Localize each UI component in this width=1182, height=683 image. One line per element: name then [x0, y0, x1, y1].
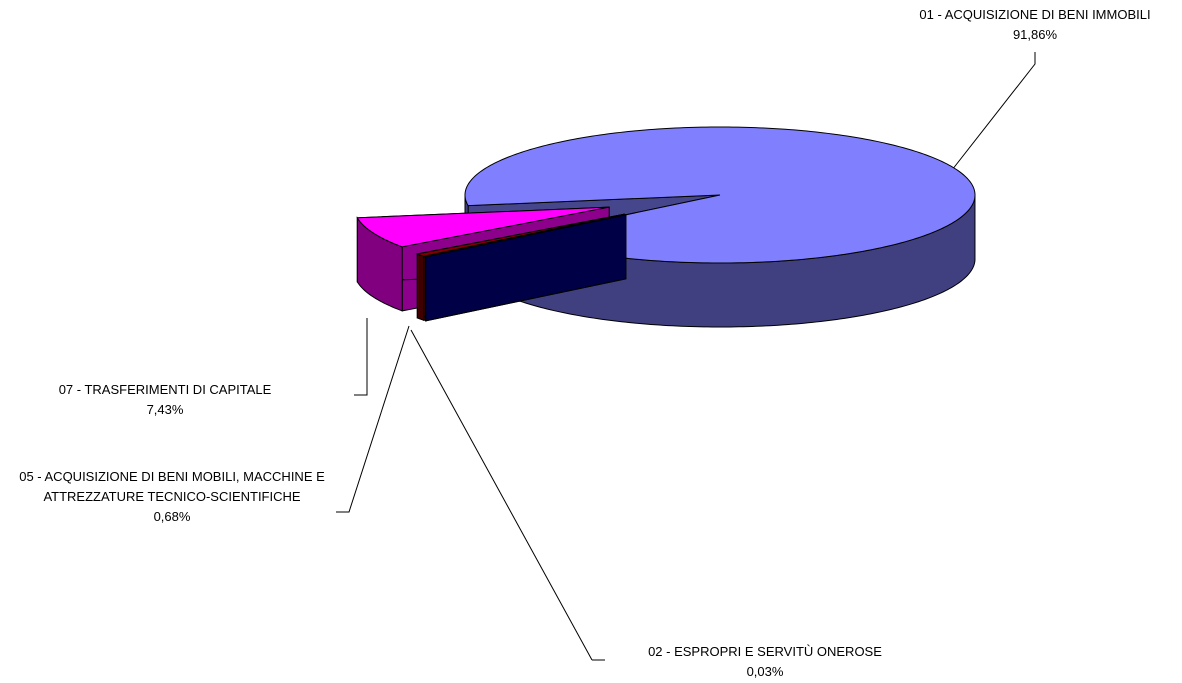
value-label: 7,43%: [146, 402, 184, 417]
data-label: 07 - TRASFERIMENTI DI CAPITALE 7,43%: [5, 380, 325, 420]
leader-line: [410, 329, 593, 661]
slice-top: [356, 206, 610, 248]
slice-top: [415, 213, 625, 257]
slice-top: [423, 214, 626, 258]
leader-line: [951, 52, 1036, 171]
value-label: 91,86%: [1012, 27, 1058, 42]
leader-line: [354, 318, 368, 396]
category-label: 02 - ESPROPRI E SERVITÙ ONEROSE: [648, 644, 882, 659]
category-label: 05 - ACQUISIZIONE DI BENI MOBILI, MACCHI…: [19, 469, 325, 504]
data-label: 01 - ACQUISIZIONE DI BENI IMMOBILI 91,86%: [885, 5, 1182, 45]
slice-side: [416, 253, 425, 321]
value-label: 0,68%: [153, 509, 191, 524]
data-label: 02 - ESPROPRI E SERVITÙ ONEROSE 0,03%: [605, 642, 925, 682]
slice: [423, 214, 627, 322]
data-label: 05 - ACQUISIZIONE DI BENI MOBILI, MACCHI…: [12, 467, 332, 527]
category-label: 01 - ACQUISIZIONE DI BENI IMMOBILI: [919, 7, 1151, 22]
leader-line: [336, 325, 410, 513]
category-label: 07 - TRASFERIMENTI DI CAPITALE: [58, 382, 272, 397]
value-label: 0,03%: [746, 664, 784, 679]
